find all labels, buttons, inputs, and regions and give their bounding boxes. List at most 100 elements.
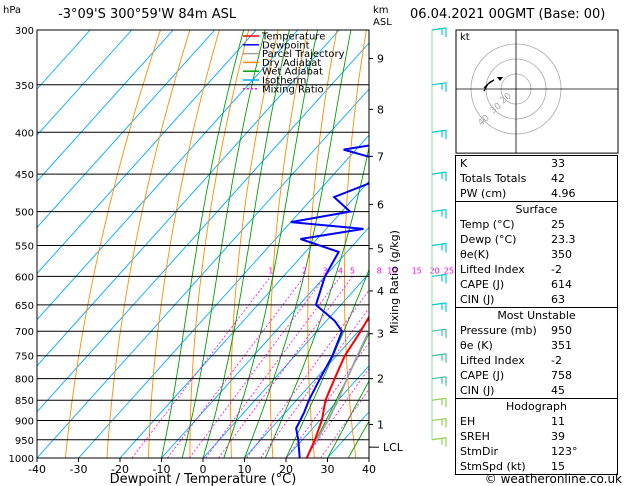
surface-label: CIN (J) [460, 293, 495, 306]
pressure-tick-label: 500 [15, 208, 34, 219]
pressure-tick-label: 850 [15, 396, 34, 407]
surface-block: Surface Temp (°C) 25 Dewp (°C) 23.3 θe(K) 350… [456, 201, 617, 307]
surface-row: Dewp (°C) 23.3 [456, 232, 617, 247]
wind-barbs [431, 27, 447, 447]
km-tick-label: 4 [377, 285, 384, 298]
wind-barb [431, 171, 447, 182]
surface-title: Surface [515, 203, 558, 216]
mixing-ratio-line [167, 276, 305, 458]
wind-barb-shaft [431, 171, 447, 175]
x-tick-label: 20 [279, 463, 293, 476]
x-tick-label: -20 [111, 463, 129, 476]
hodograph-stat-row: StmDir 123° [456, 444, 617, 459]
wind-barb [431, 437, 447, 447]
km-tick-label: 1 [377, 419, 384, 432]
pressure-tick-label: 700 [15, 327, 34, 338]
wind-barb-shaft [431, 417, 447, 422]
mixing-ratio-label: 10 [387, 266, 397, 275]
most-unstable-label: CIN (J) [460, 384, 495, 397]
wind-barb [431, 242, 447, 253]
mixing-ratio-line [131, 276, 272, 458]
isotherm-line [37, 30, 216, 229]
km-tick-label: 7 [377, 150, 384, 163]
pressure-tick-label: 950 [15, 436, 34, 447]
legend-parcel-trajectory: Parcel Trajectory [262, 49, 345, 60]
hodograph-stat-row: StmSpd (kt) 15 [456, 459, 617, 474]
hpa-label: hPa [3, 5, 21, 16]
mixing-ratio-label: 1 [268, 266, 273, 275]
pressure-tick-label: 300 [15, 26, 34, 37]
wind-barb-shaft [431, 208, 447, 213]
surface-label: CAPE (J) [460, 278, 505, 291]
most-unstable-value: 950 [551, 324, 572, 337]
hodograph-stat-row: EH 11 [456, 414, 617, 429]
index-row: Totals Totals 42 [456, 171, 617, 186]
surface-value: 25 [551, 218, 565, 231]
x-tick-label: 30 [321, 463, 335, 476]
most-unstable-value: -2 [551, 354, 562, 367]
km-tick-label: 6 [377, 198, 384, 211]
isotherm-line [37, 88, 369, 458]
km-tick-label: 5 [377, 243, 384, 256]
hodograph-frame [455, 29, 619, 154]
surface-value: 63 [551, 293, 565, 306]
legend-temperature: Temperature [261, 32, 325, 43]
wind-barb [431, 417, 447, 428]
index-value: 4.96 [551, 187, 576, 200]
most-unstable-label: CAPE (J) [460, 369, 505, 382]
legend-mixing-ratio: Mixing Ratio [262, 84, 324, 95]
isotherm-line [285, 365, 369, 458]
wind-barb [431, 129, 447, 140]
pressure-tick-label: 650 [15, 301, 34, 312]
most-unstable-row: θe (K) 351 [456, 338, 617, 353]
wind-barb-shaft [431, 82, 447, 86]
x-tick-label: 0 [200, 463, 207, 476]
indices-table: K 33 Totals Totals 42 PW (cm) 4.96 Surface Te… [455, 155, 618, 475]
mixing-ratio-label: 5 [350, 266, 355, 275]
surface-label: Lifted Index [460, 263, 525, 276]
legend-dry-adiabat: Dry Adiabat [262, 58, 321, 69]
pressure-tick-label: 350 [15, 81, 34, 92]
isotherm-line [202, 272, 369, 458]
most-unstable-value: 351 [551, 339, 572, 352]
wind-barb-shaft [431, 353, 447, 357]
wind-barb-shaft [431, 27, 447, 31]
pressure-tick-label: 400 [15, 128, 34, 139]
isotherm-line [161, 226, 369, 458]
most-unstable-title: Most Unstable [497, 309, 576, 322]
isotherm-line [37, 30, 257, 275]
legend-wet-adiabat: Wet Adiabat [262, 67, 323, 78]
most-unstable-block: Most Unstable Pressure (mb) 950 θe (K) 351 L… [456, 307, 617, 398]
pressure-tick-label: 600 [15, 272, 34, 283]
x-tick-label: 40 [362, 463, 376, 476]
hodograph-stat-label: SREH [460, 430, 490, 443]
dry-adiabat-line [414, 30, 439, 458]
most-unstable-label: Lifted Index [460, 354, 525, 367]
km-tick-label: 3 [377, 328, 384, 341]
mixing-ratio-label: 20 [430, 266, 440, 275]
index-row: K 33 [456, 156, 617, 171]
pressure-tick-label: 750 [15, 352, 34, 363]
km-tick-label: 9 [377, 53, 384, 66]
wind-barb-shaft [431, 129, 447, 133]
hodograph-stat-value: 39 [551, 430, 565, 443]
most-unstable-row: CIN (J) 45 [456, 383, 617, 398]
pressure-tick-label: 1000 [9, 454, 34, 465]
index-label: Totals Totals [460, 172, 527, 185]
wind-barb [431, 328, 447, 339]
x-axis-title: Dewpoint / Temperature (°C) [110, 472, 297, 486]
datetime-title: 06.04.2021 00GMT (Base: 00) [410, 7, 605, 22]
isotherm-line [37, 30, 133, 136]
most-unstable-row: Lifted Index -2 [456, 353, 617, 368]
hodograph-unit-label: kt [460, 32, 470, 43]
hodograph-stat-label: StmSpd (kt) [460, 460, 526, 473]
wind-barb-shaft [431, 242, 447, 247]
wind-barb-shaft [431, 437, 447, 441]
surface-row: CIN (J) 63 [456, 292, 617, 307]
index-label: PW (cm) [460, 187, 507, 200]
wind-barb [431, 273, 447, 284]
wind-barb [431, 397, 447, 408]
wind-barb-shaft [431, 302, 447, 306]
